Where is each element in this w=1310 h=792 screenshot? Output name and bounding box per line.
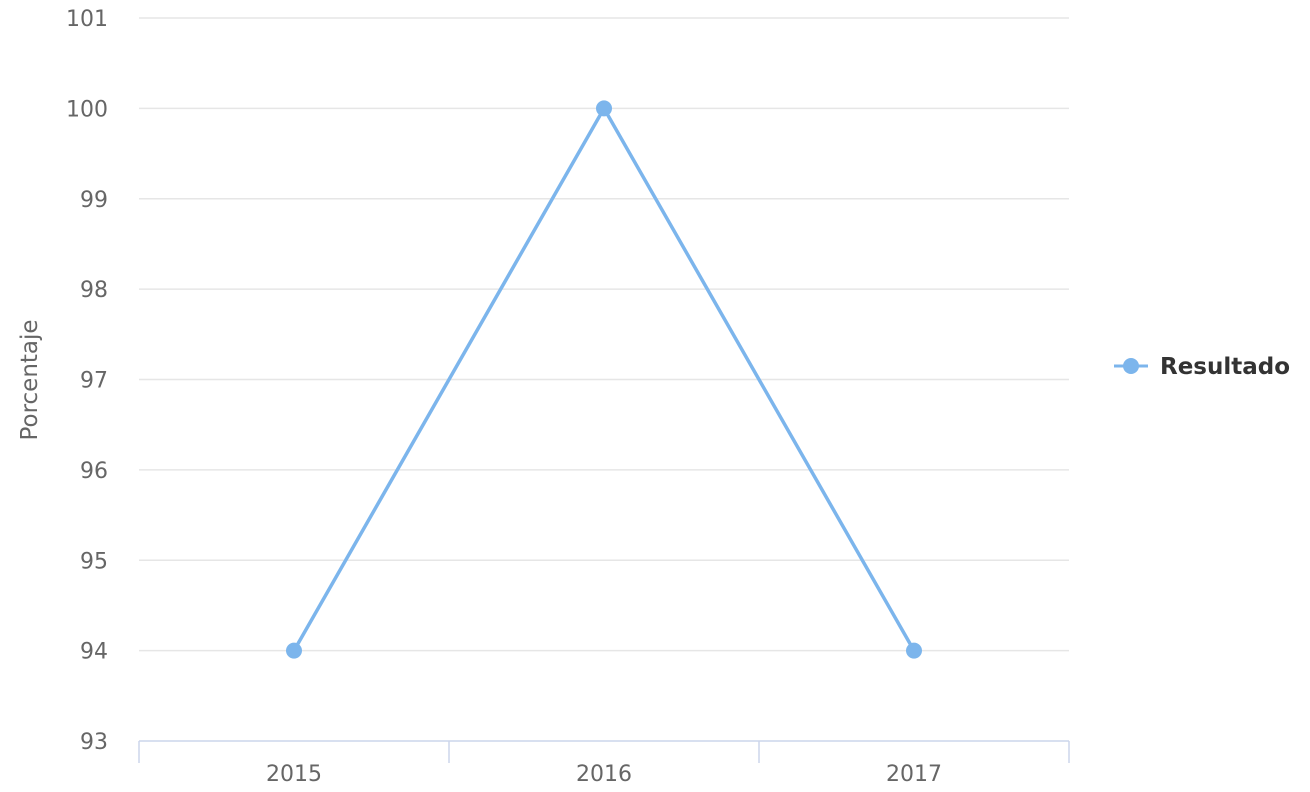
legend[interactable]: Resultado — [1114, 354, 1290, 380]
data-point[interactable] — [286, 642, 302, 659]
y-tick-label: 94 — [80, 640, 108, 665]
y-tick-label: 100 — [66, 97, 108, 122]
x-tick-label: 2016 — [576, 762, 632, 787]
y-tick-labels: 93 94 95 96 97 98 99 100 101 — [66, 7, 108, 755]
x-tick-label: 2015 — [266, 762, 322, 787]
y-tick-label: 93 — [80, 730, 108, 755]
y-tick-label: 96 — [80, 459, 108, 484]
legend-marker — [1123, 358, 1139, 374]
series-layer — [286, 100, 922, 659]
x-axis — [138, 740, 1070, 763]
y-tick-label: 99 — [80, 188, 108, 213]
y-tick-label: 95 — [80, 549, 108, 574]
y-tick-label: 98 — [80, 278, 108, 303]
x-tick-label: 2017 — [886, 762, 942, 787]
legend-label: Resultado — [1160, 354, 1290, 380]
data-point[interactable] — [906, 642, 922, 659]
y-tick-label: 101 — [66, 7, 108, 32]
data-point[interactable] — [596, 100, 612, 117]
y-tick-label: 97 — [80, 369, 108, 394]
y-axis-title: Porcentaje — [17, 319, 43, 440]
grid-lines — [139, 17, 1069, 652]
x-tick-labels: 2015 2016 2017 — [266, 762, 942, 787]
